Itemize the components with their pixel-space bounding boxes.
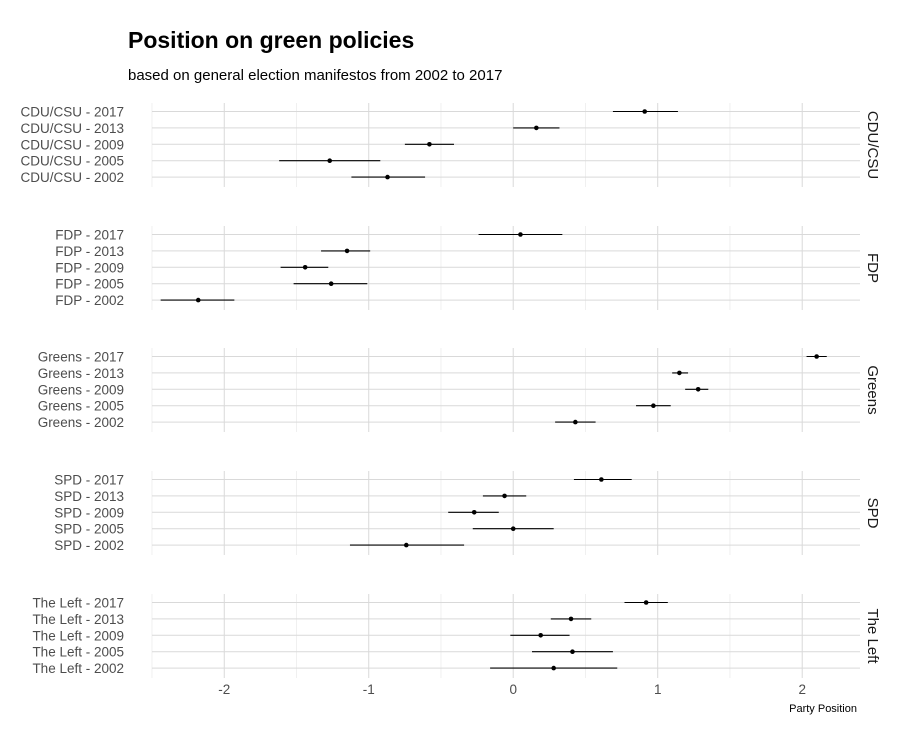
data-point: [328, 281, 334, 287]
data-point: [195, 297, 201, 303]
y-tick-label: The Left - 2005: [32, 645, 124, 660]
y-tick-label: CDU/CSU - 2013: [20, 121, 124, 136]
y-tick-label: Greens - 2009: [38, 382, 124, 397]
y-tick-label: FDP - 2013: [55, 244, 124, 259]
y-tick-label: Greens - 2013: [38, 366, 124, 381]
facet-strip-label: The Left: [864, 608, 881, 664]
data-point: [471, 510, 477, 515]
x-tick-label: 0: [509, 682, 517, 697]
y-tick-label: CDU/CSU - 2002: [20, 170, 124, 185]
data-point: [573, 419, 578, 425]
x-tick-label: -2: [218, 682, 230, 697]
data-point: [643, 600, 649, 605]
y-tick-label: SPD - 2017: [54, 473, 124, 488]
data-point: [814, 354, 819, 359]
x-axis: -2 -1 0 1 2: [218, 682, 806, 697]
x-axis-label: Party Position: [789, 703, 857, 715]
data-point: [427, 142, 432, 147]
y-tick-label: Greens - 2002: [38, 415, 124, 430]
data-point: [677, 370, 682, 376]
data-point: [538, 633, 543, 638]
y-tick-label: CDU/CSU - 2009: [20, 137, 124, 152]
y-tick-label: SPD - 2013: [54, 489, 124, 504]
data-point: [327, 158, 333, 163]
facet-strip-label: CDU/CSU: [864, 111, 881, 179]
y-tick-label: The Left - 2002: [32, 661, 124, 676]
data-point: [385, 174, 390, 180]
y-tick-label: Greens - 2017: [38, 350, 124, 365]
y-tick-label: SPD - 2005: [54, 522, 124, 537]
y-tick-label: CDU/CSU - 2005: [20, 154, 124, 169]
x-tick-label: -1: [363, 682, 375, 697]
data-point: [651, 403, 656, 409]
facet-strip-label: SPD: [864, 498, 881, 529]
data-point: [404, 542, 409, 548]
y-tick-label: FDP - 2005: [55, 277, 124, 292]
y-tick-label: FDP - 2017: [55, 228, 124, 243]
data-point: [568, 616, 574, 622]
y-tick-label: The Left - 2009: [32, 628, 124, 643]
data-point: [599, 477, 604, 482]
chart-subtitle: based on general election manifestos fro…: [128, 67, 502, 84]
data-point: [551, 665, 556, 671]
chart-title: Position on green policies: [128, 27, 414, 53]
data-point: [570, 649, 575, 654]
data-point: [695, 387, 701, 392]
data-point: [518, 232, 523, 237]
facet-strip-label: FDP: [864, 253, 881, 283]
data-point: [302, 265, 308, 270]
data-point: [510, 526, 516, 531]
x-tick-label: 1: [654, 682, 662, 697]
y-tick-label: SPD - 2009: [54, 505, 124, 520]
data-point: [642, 109, 648, 114]
facet-strip-label: Greens: [864, 365, 881, 414]
y-tick-label: Greens - 2005: [38, 399, 124, 414]
y-tick-label: FDP - 2002: [55, 293, 124, 308]
y-tick-label: The Left - 2013: [32, 612, 124, 627]
data-point: [344, 248, 350, 254]
y-tick-label: SPD - 2002: [54, 538, 124, 553]
x-tick-label: 2: [798, 682, 806, 697]
y-tick-label: The Left - 2017: [32, 596, 124, 611]
y-tick-label: FDP - 2009: [55, 260, 124, 275]
y-tick-label: CDU/CSU - 2017: [20, 105, 124, 120]
data-point: [502, 493, 507, 499]
data-point: [534, 125, 539, 131]
